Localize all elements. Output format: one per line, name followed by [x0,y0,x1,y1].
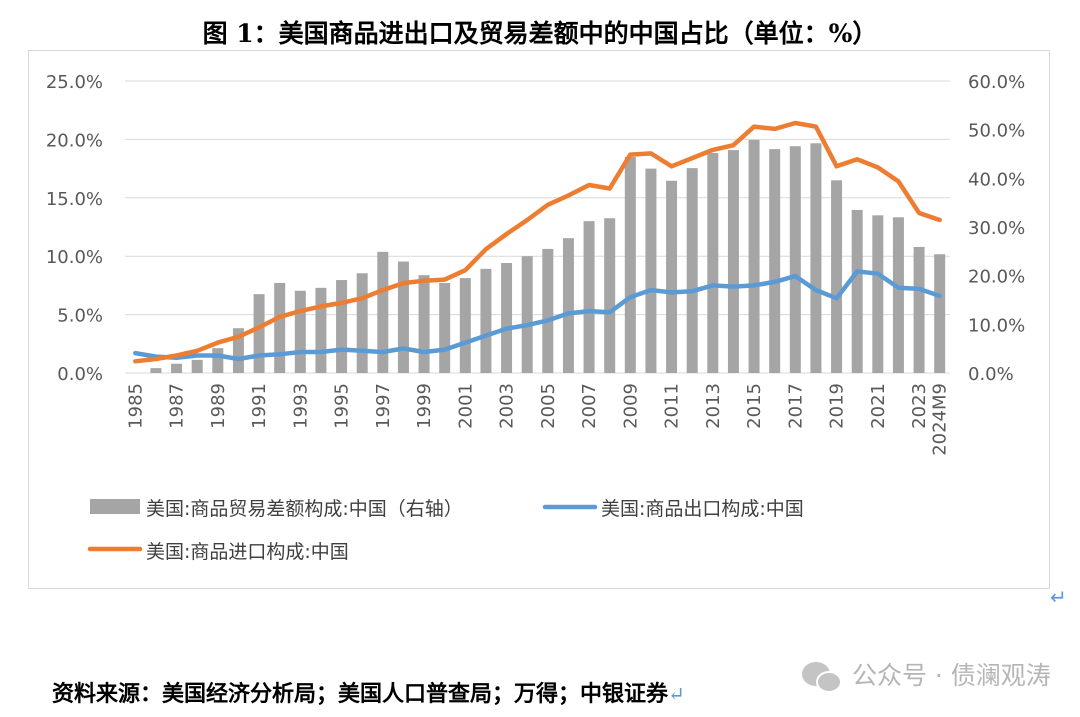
bar-1986 [150,368,162,373]
bar-2012 [686,168,698,373]
bar-2015 [748,139,760,373]
bar-1987 [171,363,183,373]
bar-2000 [439,282,451,373]
x-tick-label: 1991 [249,383,270,429]
left-tick-label: 0.0% [57,364,103,385]
right-tick-label: 40.0% [968,169,1025,190]
watermark: 公众号 · 债澜观涛 [800,656,1051,695]
x-tick-label: 1989 [208,383,229,429]
bar-2017 [789,146,801,373]
bar-1996 [356,273,368,373]
bar-2007 [583,221,595,373]
chart-frame [28,50,1050,589]
x-tick-label: 2013 [703,383,724,429]
legend-marker-trade-balance [90,499,140,514]
bar-2013 [707,153,719,373]
x-tick-label: 1987 [167,383,188,429]
bar-2024M9 [934,254,946,373]
x-tick-label: 2009 [620,383,641,429]
right-tick-label: 10.0% [968,315,1025,336]
bar-2003 [501,263,513,373]
x-tick-label: 2017 [785,383,806,429]
bar-2009 [624,156,636,373]
x-tick-label: 2007 [579,383,600,429]
bar-1999 [418,275,430,373]
bar-2022 [892,217,904,373]
bar-1990 [232,328,244,373]
bar-2005 [542,248,554,373]
chart-title: 图 1：美国商品进出口及贸易差额中的中国占比（单位：%） [202,19,878,48]
source-text: 资料来源：美国经济分析局；美国人口普查局；万得；中银证券 [52,681,669,707]
bar-1994 [315,287,327,373]
bar-1997 [377,251,389,373]
return-mark-icon: ↵ [1050,585,1067,609]
legend-label-trade-balance: 美国:商品贸易差额构成:中国（右轴） [146,498,463,520]
x-tick-label: 2001 [455,383,476,429]
x-tick-label: 2021 [868,383,889,429]
bar-2016 [769,149,781,373]
source-note: 资料来源：美国经济分析局；美国人口普查局；万得；中银证券↵ [52,676,685,708]
x-tick-label: 2024M9 [930,383,951,456]
watermark-text: 公众号 · 债澜观涛 [851,661,1051,690]
x-tick-label: 2023 [909,383,930,429]
bar-2001 [459,278,471,373]
bar-2004 [521,256,533,373]
x-tick-label: 2015 [744,383,765,429]
bar-1988 [191,359,203,373]
left-tick-label: 20.0% [46,130,103,151]
x-tick-label: 1995 [332,383,353,429]
left-tick-label: 5.0% [57,306,103,327]
x-tick-label: 1985 [125,383,146,429]
right-tick-label: 50.0% [968,121,1025,142]
bar-1995 [336,280,348,373]
bar-2006 [562,238,574,373]
bar-2020 [851,209,863,373]
bar-2002 [480,268,492,373]
bar-2019 [831,180,843,373]
exports-line [133,269,942,362]
left-tick-label: 15.0% [46,189,103,210]
bar-1992 [274,282,286,373]
x-tick-label: 2005 [538,383,559,429]
legend-label-exports: 美国:商品出口构成:中国 [601,498,804,520]
bar-1993 [294,290,306,373]
bar-2018 [810,143,822,373]
x-tick-label: 2003 [497,383,518,429]
x-tick-label: 2011 [662,383,683,429]
bar-2010 [645,168,657,373]
left-tick-label: 10.0% [46,247,103,268]
bar-2023 [913,246,925,373]
bar-2008 [604,218,616,373]
right-tick-label: 20.0% [968,267,1025,288]
bar-1991 [253,294,265,373]
right-tick-label: 0.0% [968,364,1014,385]
right-tick-label: 60.0% [968,72,1025,93]
bar-1989 [212,348,224,373]
x-tick-label: 1999 [414,383,435,429]
right-tick-label: 30.0% [968,218,1025,239]
bar-1998 [397,261,409,373]
x-tick-label: 1997 [373,383,394,429]
legend-label-imports: 美国:商品进口构成:中国 [146,541,349,563]
x-tick-label: 2019 [827,383,848,429]
wechat-icon [802,662,842,693]
left-tick-label: 25.0% [46,72,103,93]
bar-2014 [727,150,739,373]
imports-line [133,120,942,364]
bar-2011 [666,180,678,373]
bar-2021 [872,215,884,373]
return-mark-icon: ↵ [668,682,685,706]
x-tick-label: 1993 [290,383,311,429]
